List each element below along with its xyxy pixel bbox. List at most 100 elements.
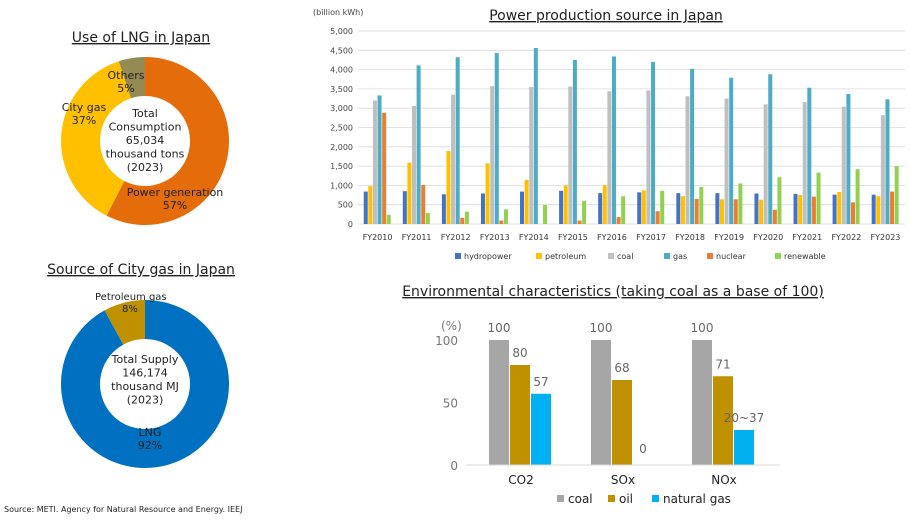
power-bar-hydropower-fy2017 xyxy=(637,192,642,224)
power-bar-gas-fy2020 xyxy=(768,74,773,225)
power-bar-gas-fy2013 xyxy=(494,53,499,224)
env-y-tick-label: 100 xyxy=(435,334,458,348)
power-x-tick-label: FY2014 xyxy=(519,233,549,242)
env-x-tick-label: SOx xyxy=(611,473,635,487)
power-bar-coal-fy2022 xyxy=(841,106,846,224)
power-bar-gas-fy2018 xyxy=(690,68,695,224)
power-bar-petroleum-fy2015 xyxy=(563,185,568,224)
power-bar-gas-fy2021 xyxy=(807,87,812,224)
svg-text:57%: 57% xyxy=(163,199,187,212)
power-bar-renewable-fy2013 xyxy=(503,209,508,224)
power-bar-nuclear-fy2015 xyxy=(577,220,582,224)
env-data-label: 68 xyxy=(614,361,629,375)
svg-text:hydropower: hydropower xyxy=(464,252,512,261)
citygas-slice-petroleum-gas xyxy=(104,300,145,345)
env-bar-oil-co2 xyxy=(510,365,530,465)
power-bar-petroleum-fy2010 xyxy=(368,186,373,224)
power-bar-coal-fy2013 xyxy=(490,86,495,224)
env-bar-oil-sox xyxy=(612,380,632,465)
svg-text:146,174: 146,174 xyxy=(122,367,168,380)
env-bar-natural-gas-co2 xyxy=(531,393,551,465)
svg-text:37%: 37% xyxy=(72,114,96,127)
power-bar-gas-fy2011 xyxy=(416,65,421,224)
env-data-label: 57 xyxy=(533,375,548,389)
power-y-tick-label: 3,000 xyxy=(330,104,353,113)
power-bar-nuclear-fy2022 xyxy=(850,202,855,224)
power-bar-hydropower-fy2019 xyxy=(715,193,720,224)
power-bar-nuclear-fy2012 xyxy=(460,217,465,224)
power-bar-renewable-fy2010 xyxy=(386,214,391,224)
power-panel: Power production source in Japan (billio… xyxy=(300,0,910,268)
svg-text:Consumption: Consumption xyxy=(109,121,182,134)
env-data-label: 20~37 xyxy=(724,411,765,425)
power-bar-coal-fy2018 xyxy=(685,96,690,224)
power-bar-nuclear-fy2013 xyxy=(499,220,504,224)
power-bar-coal-fy2016 xyxy=(607,91,612,224)
svg-text:natural gas: natural gas xyxy=(663,492,731,506)
power-bar-gas-fy2015 xyxy=(572,59,577,225)
power-legend-nuclear: nuclear xyxy=(707,252,747,261)
env-y-unit: (%) xyxy=(441,319,462,333)
power-bar-nuclear-fy2016 xyxy=(616,217,621,224)
env-legend-coal: coal xyxy=(557,492,593,506)
power-bar-renewable-fy2017 xyxy=(660,190,665,224)
power-bar-petroleum-fy2016 xyxy=(602,185,607,224)
svg-text:Total Supply: Total Supply xyxy=(111,353,179,366)
power-bar-petroleum-fy2023 xyxy=(876,196,881,224)
power-x-tick-label: FY2017 xyxy=(636,233,666,242)
power-bar-hydropower-fy2022 xyxy=(832,194,837,224)
power-bar-petroleum-fy2018 xyxy=(680,196,685,224)
svg-text:Others: Others xyxy=(108,69,145,82)
power-legend-renewable: renewable xyxy=(775,252,826,261)
svg-text:thousand tons: thousand tons xyxy=(106,148,185,161)
power-y-tick-label: 4,000 xyxy=(330,66,353,75)
lng-chart-title: Use of LNG in Japan xyxy=(72,30,210,46)
lng-panel: Use of LNG in Japan Power generation 57% C… xyxy=(0,0,290,240)
power-x-tick-label: FY2018 xyxy=(675,233,705,242)
power-bar-coal-fy2011 xyxy=(412,105,417,224)
power-bar-coal-fy2020 xyxy=(763,104,768,224)
power-bar-renewable-fy2018 xyxy=(699,186,704,224)
power-bar-gas-fy2012 xyxy=(455,57,460,224)
svg-text:(2023): (2023) xyxy=(127,161,164,174)
power-bar-nuclear-fy2019 xyxy=(733,199,738,224)
power-x-tick-label: FY2021 xyxy=(792,233,822,242)
power-y-tick-label: 1,000 xyxy=(330,181,353,190)
lng-slice-power-generation xyxy=(106,57,230,225)
power-x-tick-label: FY2016 xyxy=(597,233,627,242)
power-bar-petroleum-fy2011 xyxy=(407,162,412,224)
power-bar-petroleum-fy2021 xyxy=(798,195,803,224)
power-chart-title: Power production source in Japan xyxy=(489,8,723,24)
power-y-unit: (billion kWh) xyxy=(313,8,363,17)
env-data-label: 0 xyxy=(639,442,647,456)
power-legend-hydropower: hydropower xyxy=(455,252,512,261)
env-y-tick-label: 50 xyxy=(443,397,458,411)
svg-text:8%: 8% xyxy=(122,304,138,315)
power-bar-chart: Power production source in Japan (billio… xyxy=(313,8,905,261)
env-panel: Environmental characteristics (taking co… xyxy=(400,278,850,513)
svg-text:petroleum: petroleum xyxy=(545,252,586,261)
power-bar-nuclear-fy2020 xyxy=(772,209,777,224)
power-bar-nuclear-fy2017 xyxy=(655,211,660,224)
power-bar-hydropower-fy2016 xyxy=(598,193,603,224)
svg-text:thousand MJ: thousand MJ xyxy=(111,380,179,393)
power-x-tick-label: FY2010 xyxy=(363,233,393,242)
power-y-tick-label: 4,500 xyxy=(330,46,353,55)
env-bar-coal-co2 xyxy=(489,340,509,465)
power-bar-hydropower-fy2012 xyxy=(441,194,446,224)
power-bar-renewable-fy2022 xyxy=(855,169,860,224)
power-x-tick-label: FY2020 xyxy=(753,233,783,242)
power-bar-coal-fy2019 xyxy=(724,98,729,224)
citygas-chart-title: Source of City gas in Japan xyxy=(47,262,235,278)
power-x-tick-label: FY2023 xyxy=(871,233,901,242)
power-x-tick-label: FY2013 xyxy=(480,233,510,242)
power-bar-nuclear-fy2011 xyxy=(421,185,426,224)
env-bar-coal-nox xyxy=(692,340,712,465)
svg-text:Power generation: Power generation xyxy=(127,186,224,199)
